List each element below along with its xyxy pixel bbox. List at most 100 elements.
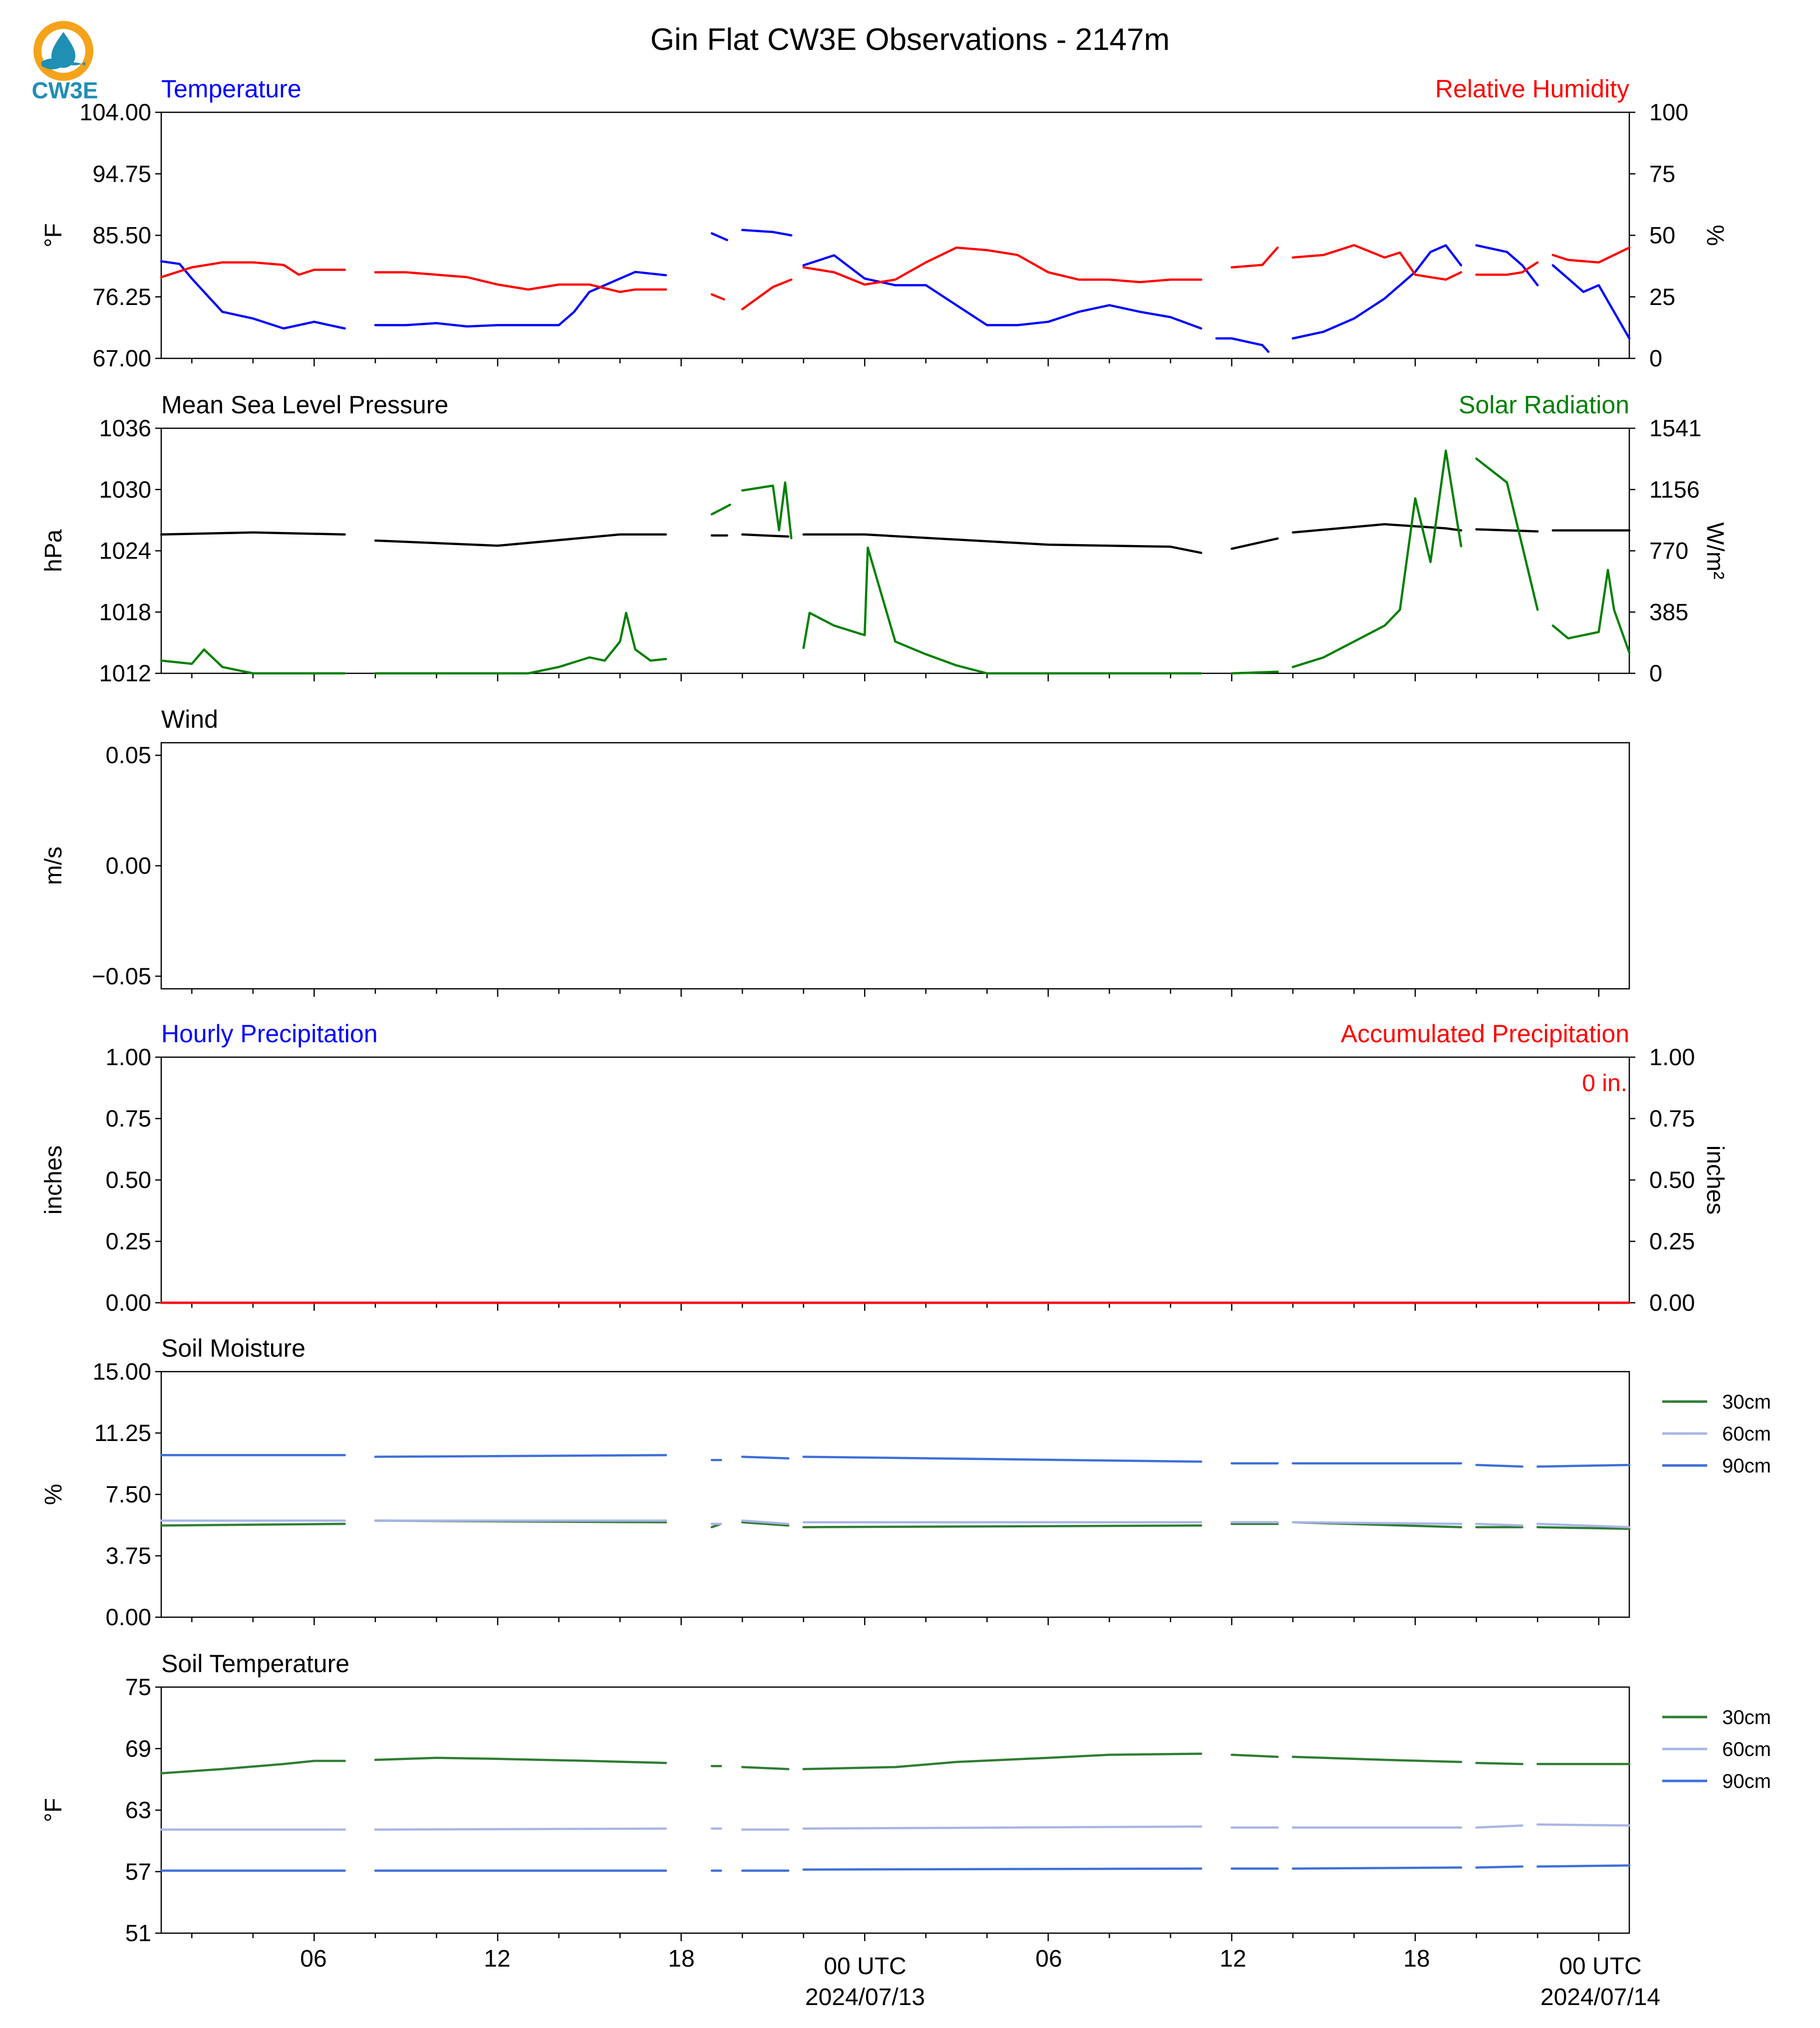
- y-tick-label: 63: [125, 1797, 151, 1823]
- series-line: [374, 1756, 667, 1764]
- panel-title-right: Relative Humidity: [1435, 75, 1629, 103]
- series-line: [1475, 261, 1539, 276]
- x-tick-label: 12: [1219, 1946, 1246, 1972]
- y2-tick-label: 25: [1649, 284, 1675, 310]
- series-line: [1551, 246, 1631, 264]
- panel-pressure_solar: 1036 1030 1024 1018 1012 1541 1156 770 385 0 hPa W/…: [40, 391, 1728, 686]
- y-axis-label: m/s: [40, 847, 67, 885]
- series-line: [741, 1519, 790, 1525]
- legend-label: 30cm: [1722, 1391, 1771, 1413]
- y-axis-label: inches: [40, 1146, 67, 1215]
- y-tick-label: 69: [125, 1735, 151, 1761]
- accumulated-total-label: 0 in.: [1582, 1070, 1627, 1097]
- y2-tick-label: 0: [1649, 345, 1662, 371]
- series-left: [160, 229, 1631, 353]
- y-axis-label: °F: [40, 223, 67, 248]
- y-axis-label: °F: [40, 1798, 67, 1822]
- y2-tick-label: 0.25: [1649, 1228, 1695, 1254]
- series-line: [741, 1521, 790, 1527]
- series-line: [710, 293, 725, 300]
- series-line: [802, 547, 1203, 675]
- legend: 30cm 60cm 90cm: [1662, 1391, 1771, 1477]
- plot-frame: [160, 111, 1630, 359]
- y-tick-label: 57: [125, 1858, 151, 1885]
- series-line: [374, 1454, 667, 1458]
- y-axis-label: %: [40, 1484, 67, 1505]
- y-tick-label: −0.05: [92, 963, 151, 989]
- y2-axis-label: inches: [1702, 1146, 1728, 1215]
- series-line: [741, 1455, 790, 1460]
- series-line: [374, 271, 667, 293]
- series-line: [1475, 528, 1539, 533]
- series-line: [1291, 1521, 1463, 1525]
- series-right: [160, 449, 1631, 675]
- series-line: [160, 531, 346, 536]
- series-line: [1551, 264, 1631, 340]
- series-line: [710, 232, 728, 242]
- panel-title-right: Accumulated Precipitation: [1341, 1020, 1629, 1048]
- series-line: [1230, 246, 1279, 269]
- y-tick-label: 0.75: [106, 1105, 151, 1132]
- y-tick-label: 51: [125, 1920, 151, 1946]
- panel-title-left: Soil Moisture: [161, 1334, 305, 1362]
- y-axis-label: hPa: [40, 529, 67, 572]
- legend: 30cm 60cm 90cm: [1662, 1707, 1771, 1792]
- plot-frame: [160, 1056, 1630, 1304]
- y-tick-label: 1030: [99, 476, 151, 503]
- y2-tick-label: 50: [1649, 222, 1675, 249]
- series-line: [1475, 1761, 1523, 1765]
- series-line: [741, 533, 790, 538]
- series-line: [1475, 1824, 1523, 1829]
- y-tick-label: 0.50: [106, 1166, 151, 1193]
- y-tick-label: 0.00: [106, 853, 151, 879]
- series-line: [802, 533, 1203, 554]
- series-line: [1551, 569, 1631, 654]
- series-line: [1475, 1463, 1523, 1468]
- series-line: [802, 1455, 1203, 1463]
- series-right: [160, 244, 1631, 310]
- series-line: [160, 261, 346, 279]
- series-line: [160, 260, 346, 330]
- series-line: [741, 1765, 790, 1770]
- y-tick-label: 7.50: [106, 1481, 151, 1507]
- y2-tick-label: 0: [1649, 660, 1662, 686]
- y-tick-label: 1036: [99, 415, 151, 441]
- y-tick-label: 15.00: [92, 1358, 151, 1385]
- panel-wind: 0.05 0.00 −0.05 m/s Wind: [40, 705, 1630, 997]
- y2-tick-label: 385: [1649, 598, 1688, 625]
- series-line: [1536, 1823, 1631, 1827]
- series-line: [1291, 523, 1463, 534]
- logo-text: CW3E: [32, 77, 98, 103]
- series-line: [1291, 1755, 1463, 1763]
- y-tick-label: 76.25: [92, 284, 151, 310]
- panel-title-left: Soil Temperature: [161, 1650, 349, 1678]
- y-tick-label: 104.00: [79, 99, 151, 125]
- series-line: [1291, 244, 1463, 281]
- legend-label: 90cm: [1722, 1770, 1771, 1792]
- series-line: [1291, 244, 1463, 340]
- panel-title-right: Solar Radiation: [1459, 391, 1629, 419]
- panel-title-left: Temperature: [161, 75, 302, 103]
- series-line: [802, 1825, 1203, 1830]
- series-90cm: [160, 1864, 1631, 1872]
- series-line: [1215, 337, 1270, 353]
- series-line: [802, 1867, 1203, 1871]
- x-tick-label: 06: [300, 1946, 326, 1972]
- series-line: [1475, 457, 1539, 611]
- series-line: [374, 611, 667, 675]
- series-line: [374, 271, 667, 328]
- plot-frame: [160, 742, 1630, 990]
- y-tick-label: 1012: [99, 660, 151, 686]
- x-tick-label: 00 UTC: [824, 1953, 906, 1980]
- panels: 104.00 94.75 85.50 76.25 67.00 100 75 50 25 0 °F % T…: [40, 75, 1771, 1946]
- y-tick-label: 94.75: [92, 160, 151, 187]
- logo-drop-icon: [51, 32, 75, 68]
- legend-label: 30cm: [1722, 1707, 1771, 1729]
- series-line: [374, 1827, 667, 1831]
- y2-tick-label: 1541: [1649, 415, 1702, 441]
- y-tick-label: 0.00: [106, 1604, 151, 1630]
- series-line: [1475, 1865, 1523, 1869]
- legend-label: 60cm: [1722, 1423, 1771, 1445]
- series-line: [1230, 537, 1279, 550]
- series-line: [802, 246, 1203, 286]
